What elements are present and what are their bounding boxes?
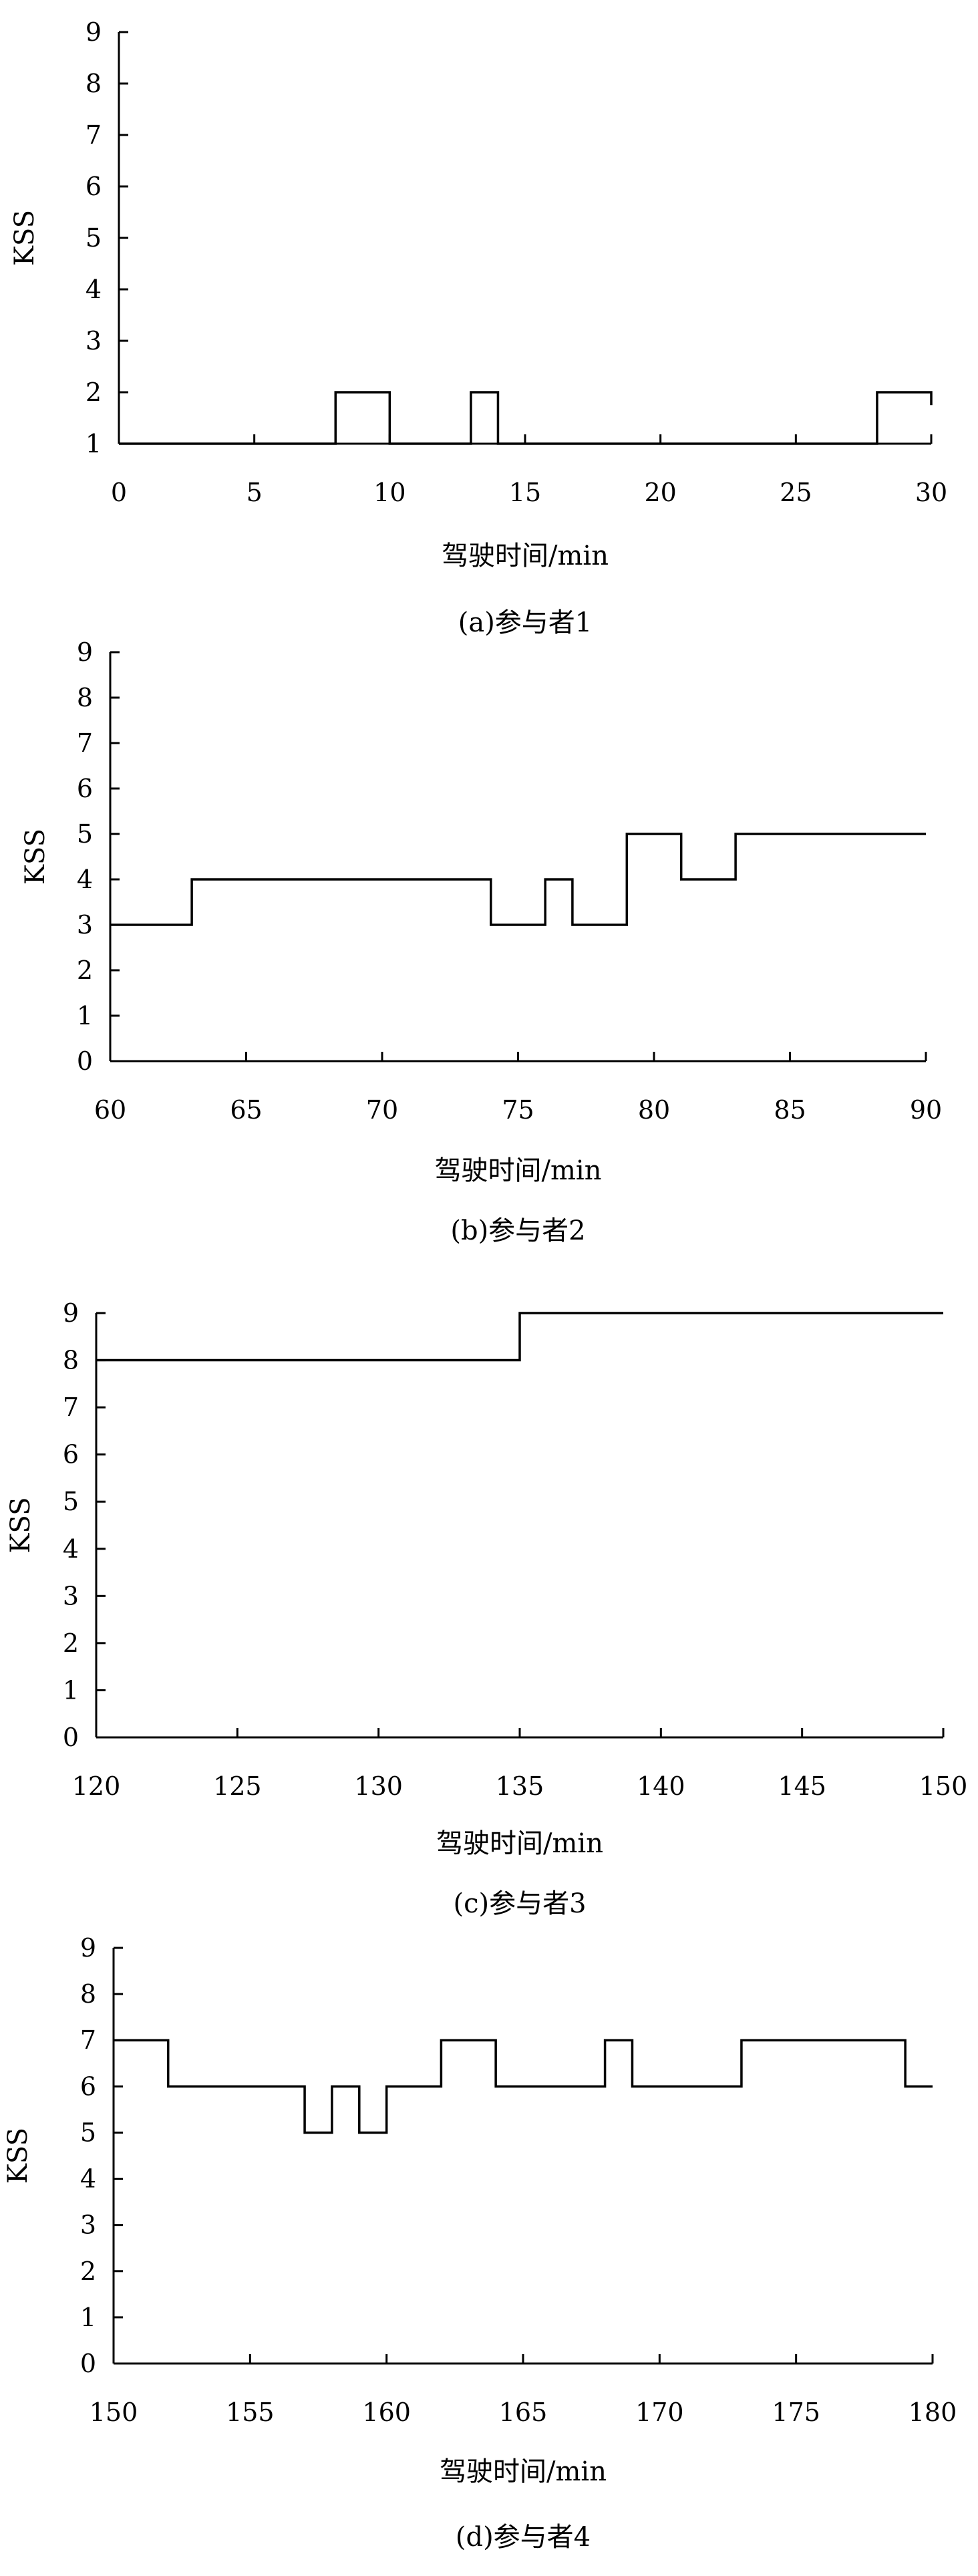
chart4-ytick-label: 2 bbox=[80, 2257, 96, 2286]
chart4-series-line-1 bbox=[114, 2039, 933, 2134]
chart3-ytick-label: 4 bbox=[63, 1534, 79, 1564]
chart3-xtick-label: 150 bbox=[919, 1771, 968, 1801]
chart4-xtick-label: 175 bbox=[772, 2398, 820, 2427]
chart1-ytick-label: 7 bbox=[86, 120, 102, 150]
chart1-ytick-label: 4 bbox=[86, 275, 102, 304]
chart2-ytick-label: 6 bbox=[77, 774, 93, 803]
chart4-ytick-label: 8 bbox=[80, 1979, 96, 2009]
chart1-panel: 1 2 3 4 5 6 7 8 9 0 5 10 15 20 25 30 KSS 驾驶时间/min (a)参与者1 bbox=[9, 17, 947, 638]
chart4-y-axis-title: KSS bbox=[3, 2128, 33, 2184]
chart2-ytick-label: 5 bbox=[77, 819, 93, 849]
chart1-ytick-label: 2 bbox=[86, 378, 102, 407]
chart4-ytick-label: 4 bbox=[80, 2164, 96, 2194]
chart4-xtick-label: 155 bbox=[226, 2398, 275, 2427]
chart3-panel: 0 1 2 3 4 5 6 7 8 9 120 125 130 135 140 145 150 KSS 驾驶时间/m… bbox=[5, 1298, 967, 1919]
chart1-ytick-label: 5 bbox=[86, 223, 102, 253]
chart4-ytick-label: 7 bbox=[80, 2025, 96, 2055]
chart1-xtick-label: 30 bbox=[915, 478, 947, 507]
chart3-ytick-label: 2 bbox=[63, 1628, 79, 1658]
chart2-ytick-label: 2 bbox=[77, 956, 93, 985]
chart4-ytick-label: 3 bbox=[80, 2210, 96, 2240]
chart4-x-axis-title: 驾驶时间/min bbox=[440, 2456, 607, 2487]
chart3-ytick-label: 6 bbox=[63, 1440, 79, 1469]
chart3-x-axis-title: 驾驶时间/min bbox=[436, 1828, 603, 1859]
chart4-ytick-label: 0 bbox=[80, 2349, 96, 2378]
chart2-xtick-label: 85 bbox=[774, 1095, 806, 1125]
chart2-ytick-label: 3 bbox=[77, 910, 93, 940]
chart3-xtick-label: 130 bbox=[354, 1771, 403, 1801]
chart2-xtick-label: 80 bbox=[638, 1095, 670, 1125]
chart3-series-line-1 bbox=[96, 1312, 943, 1362]
chart3-caption: (c)参与者3 bbox=[453, 1888, 586, 1919]
chart3-ytick-label: 9 bbox=[63, 1298, 79, 1328]
chart4-ytick-label: 1 bbox=[80, 2303, 96, 2332]
chart1-ytick-label: 1 bbox=[86, 429, 102, 458]
chart3-ytick-label: 1 bbox=[63, 1675, 79, 1705]
chart4-xtick-label: 170 bbox=[635, 2398, 684, 2427]
chart1-y-axis-title: KSS bbox=[9, 210, 40, 266]
chart4-ytick-label: 6 bbox=[80, 2071, 96, 2101]
chart1-ytick-label: 9 bbox=[86, 17, 102, 47]
chart2-xtick-label: 75 bbox=[502, 1095, 534, 1125]
chart3-xtick-label: 135 bbox=[496, 1771, 544, 1801]
chart2-ytick-label: 4 bbox=[77, 865, 93, 894]
chart1-xtick-label: 15 bbox=[509, 478, 541, 507]
chart1-caption: (a)参与者1 bbox=[458, 607, 593, 638]
chart2-xtick-label: 65 bbox=[230, 1095, 262, 1125]
chart2-xtick-label: 70 bbox=[366, 1095, 398, 1125]
chart3-xtick-label: 120 bbox=[72, 1771, 121, 1801]
chart1-xtick-label: 5 bbox=[247, 478, 263, 507]
chart4-xtick-label: 150 bbox=[90, 2398, 138, 2427]
chart1-x-axis-title: 驾驶时间/min bbox=[442, 541, 609, 571]
chart4-xtick-label: 165 bbox=[499, 2398, 548, 2427]
chart4-caption: (d)参与者4 bbox=[456, 2522, 591, 2553]
chart2-series-line-1 bbox=[110, 833, 926, 926]
chart2-caption: (b)参与者2 bbox=[450, 1215, 585, 1246]
chart1-xtick-label: 10 bbox=[373, 478, 405, 507]
chart3-ytick-label: 7 bbox=[63, 1393, 79, 1422]
chart3-ytick-label: 8 bbox=[63, 1346, 79, 1375]
chart2-ytick-label: 7 bbox=[77, 728, 93, 758]
chart2-y-axis-title: KSS bbox=[20, 829, 51, 885]
chart4-ytick-label: 9 bbox=[80, 1933, 96, 1963]
chart1-xtick-label: 25 bbox=[780, 478, 812, 507]
chart2-ytick-label: 1 bbox=[77, 1001, 93, 1030]
chart4-xtick-label: 160 bbox=[362, 2398, 411, 2427]
chart4-ytick-label: 5 bbox=[80, 2118, 96, 2147]
chart2-ytick-label: 0 bbox=[77, 1046, 93, 1076]
chart3-xtick-label: 125 bbox=[213, 1771, 262, 1801]
chart3-y-axis-title: KSS bbox=[5, 1497, 36, 1554]
chart1-ytick-label: 8 bbox=[86, 69, 102, 98]
chart3-xtick-label: 140 bbox=[637, 1771, 685, 1801]
chart1-series-line-1 bbox=[119, 391, 933, 445]
chart3-ytick-label: 5 bbox=[63, 1487, 79, 1516]
chart2-panel: 0 1 2 3 4 5 6 7 8 9 60 65 70 75 80 85 90 KSS 驾驶时间/min (b)参与… bbox=[20, 637, 942, 1246]
chart3-ytick-label: 3 bbox=[63, 1581, 79, 1610]
chart4-panel: 0 1 2 3 4 5 6 7 8 9 150 155 160 165 170 175 180 KSS 驾驶时间/m… bbox=[3, 1933, 957, 2553]
chart2-x-axis-title: 驾驶时间/min bbox=[435, 1155, 602, 1186]
chart1-xtick-label: 0 bbox=[111, 478, 127, 507]
chart1-ytick-label: 3 bbox=[86, 326, 102, 355]
chart3-xtick-label: 145 bbox=[778, 1771, 826, 1801]
chart1-xtick-label: 20 bbox=[644, 478, 676, 507]
chart2-ytick-label: 8 bbox=[77, 683, 93, 712]
chart4-xtick-label: 180 bbox=[909, 2398, 957, 2427]
chart2-xtick-label: 60 bbox=[94, 1095, 126, 1125]
chart1-ytick-label: 6 bbox=[86, 172, 102, 201]
chart2-ytick-label: 9 bbox=[77, 637, 93, 667]
chart3-ytick-label: 0 bbox=[63, 1723, 79, 1752]
chart2-xtick-label: 90 bbox=[910, 1095, 942, 1125]
